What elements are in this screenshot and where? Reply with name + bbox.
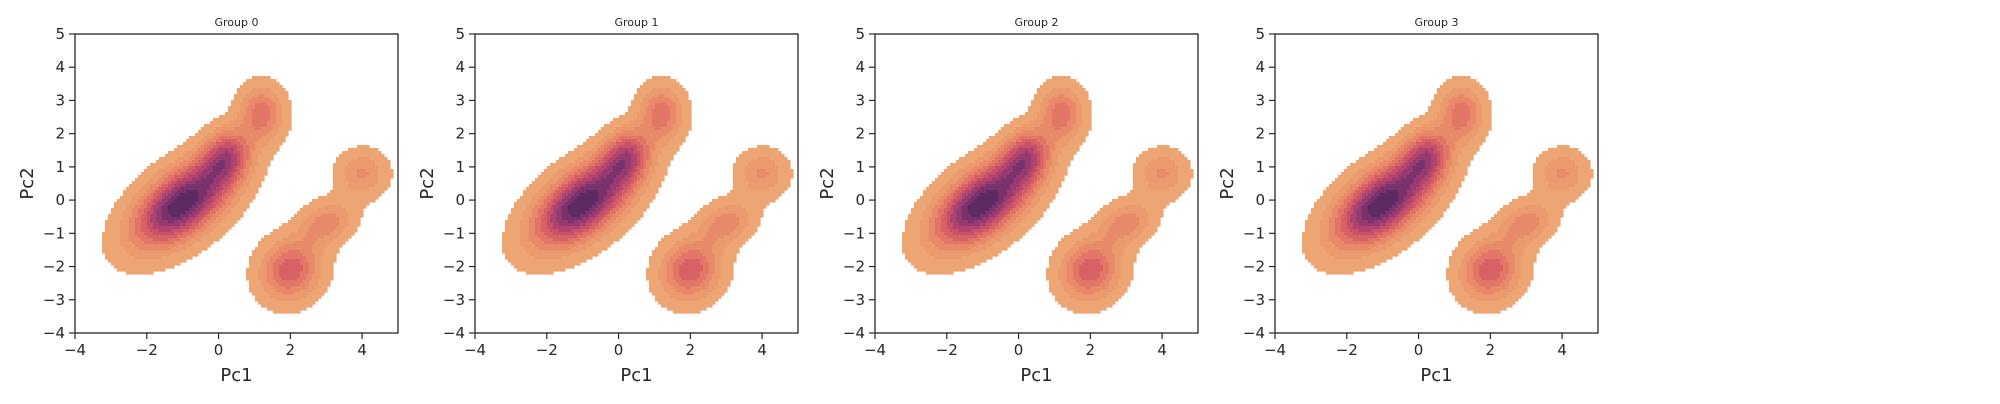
- panel-title: Group 0: [215, 16, 259, 29]
- x-tick-label: 2: [286, 341, 296, 359]
- y-tick-label: 1: [55, 158, 65, 176]
- density-cell: [183, 259, 187, 263]
- x-axis-label: Pc1: [220, 365, 252, 386]
- density-cell: [309, 304, 313, 308]
- density-contours: [502, 76, 794, 314]
- density-cell: [303, 307, 307, 311]
- panel-0: −4 −2 0 2 4 −4 −3 −2 −1 0 1 2 3 4 5 Group 0 Pc1 Pc2: [17, 16, 398, 386]
- density-cell: [150, 271, 154, 275]
- density-cell: [216, 238, 220, 242]
- density-cell: [171, 265, 175, 269]
- x-tick-label: −2: [136, 341, 158, 359]
- density-contours: [102, 76, 394, 314]
- y-tick-label: −4: [43, 324, 65, 342]
- density-cell: [189, 256, 193, 260]
- density-cell: [372, 199, 376, 203]
- density-cell: [195, 253, 199, 257]
- density-cell: [204, 247, 208, 251]
- density-cell: [297, 310, 301, 314]
- x-tick-label: −4: [64, 341, 86, 359]
- y-tick-label: 4: [55, 58, 65, 76]
- y-tick-label: −1: [43, 224, 65, 242]
- x-tick-label: 4: [357, 341, 367, 359]
- y-tick-label: 0: [55, 191, 65, 209]
- y-tick-label: −2: [43, 258, 65, 276]
- y-tick-label: 3: [55, 91, 65, 109]
- y-tick-label: −3: [43, 291, 65, 309]
- density-cell: [162, 268, 166, 272]
- density-cell: [177, 262, 181, 266]
- y-tick-label: 5: [55, 25, 65, 43]
- x-tick-label: 0: [214, 341, 224, 359]
- y-axis-label: Pc2: [17, 167, 38, 199]
- y-tick-label: 2: [55, 125, 65, 143]
